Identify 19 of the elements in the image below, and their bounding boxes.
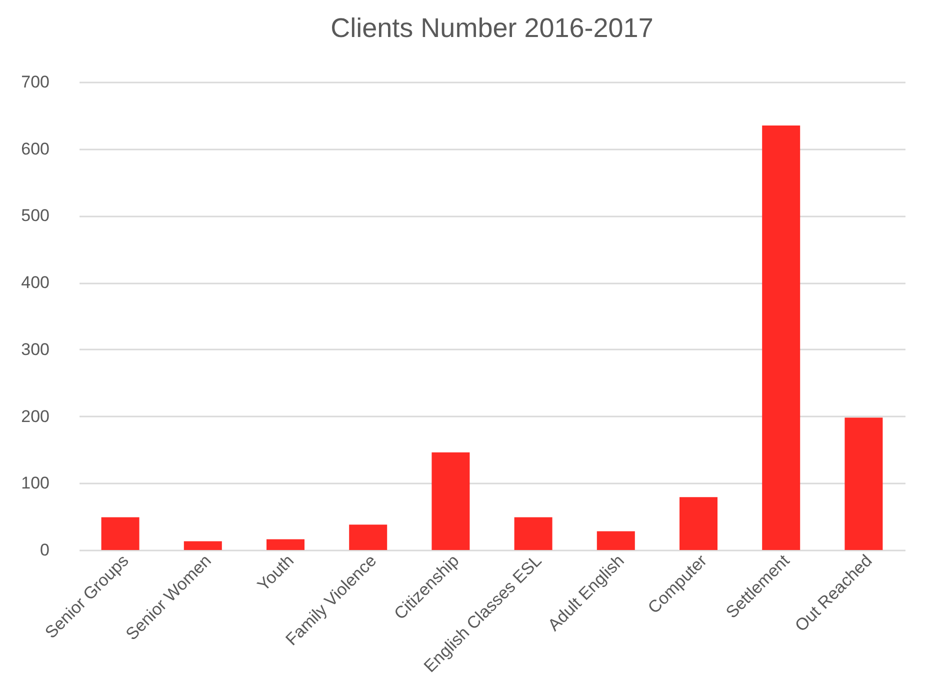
y-tick-label: 200: [21, 406, 50, 426]
bar: [266, 539, 304, 550]
bar: [762, 125, 800, 550]
bar: [432, 452, 470, 550]
y-tick-label: 100: [21, 474, 50, 493]
y-tick-label: 700: [21, 72, 50, 92]
y-tick-label: 600: [21, 139, 50, 158]
bar: [680, 497, 718, 550]
bar: [101, 517, 140, 550]
y-tick-label: 300: [21, 340, 50, 359]
chart-title: Clients Number 2016-2017: [330, 13, 654, 43]
y-tick-label: 0: [40, 540, 50, 560]
bar: [844, 418, 883, 550]
bar: [184, 541, 222, 550]
bar: [349, 524, 388, 550]
y-tick-label: 500: [21, 206, 50, 226]
y-tick-label: 400: [21, 273, 50, 292]
bar: [596, 531, 635, 550]
bar: [514, 517, 552, 550]
